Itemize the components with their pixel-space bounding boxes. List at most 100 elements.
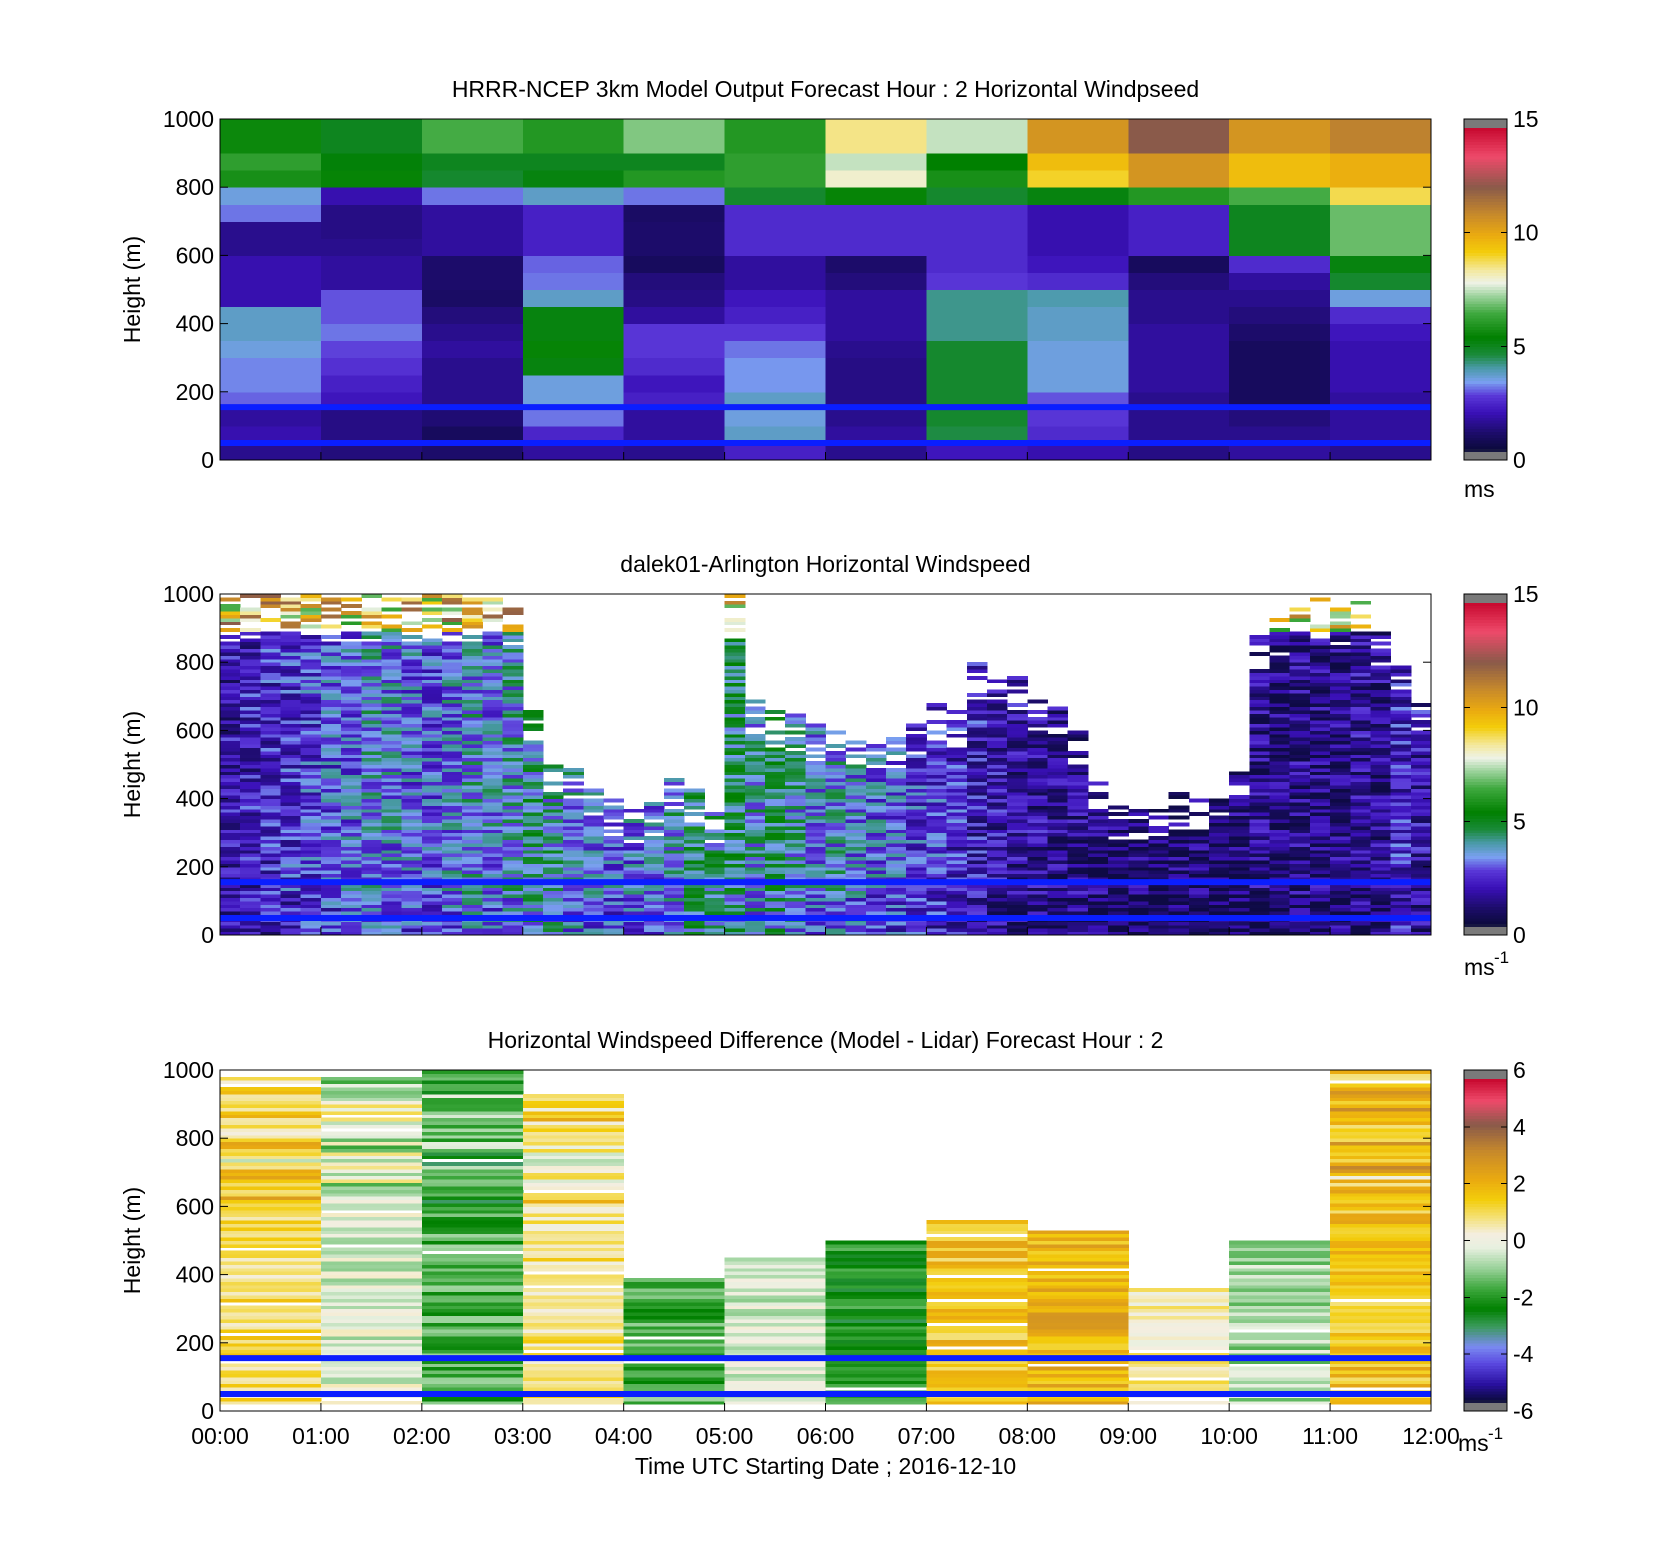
heatmap-cell (725, 221, 826, 239)
heatmap-cell (543, 874, 564, 878)
heatmap-cell (1249, 700, 1270, 704)
heatmap-cell (442, 765, 463, 769)
heatmap-cell (220, 1309, 321, 1313)
colorbar-unit-superscript: -1 (1494, 948, 1509, 967)
heatmap-cell (220, 710, 241, 714)
heatmap-cell (725, 1380, 826, 1384)
heatmap-cell (442, 666, 463, 670)
heatmap-cell (422, 1118, 523, 1122)
heatmap-cell (1007, 720, 1028, 724)
heatmap-cell (240, 679, 261, 683)
heatmap-cell (725, 720, 746, 724)
heatmap-cell (220, 1183, 321, 1187)
heatmap-cell (765, 799, 786, 803)
heatmap-cell (967, 901, 988, 905)
heatmap-cell (886, 857, 907, 861)
heatmap-cell (1249, 693, 1270, 697)
heatmap-cell (220, 614, 241, 618)
heatmap-cell (523, 1101, 624, 1105)
heatmap-cell (1229, 894, 1250, 898)
heatmap-cell (462, 608, 483, 612)
heatmap-cell (240, 628, 261, 632)
heatmap-cell (422, 1244, 523, 1248)
heatmap-cell (1229, 1319, 1330, 1323)
heatmap-cell (866, 754, 887, 758)
heatmap-cell (220, 255, 321, 273)
heatmap-cell (1229, 863, 1250, 867)
heatmap-cell (381, 812, 402, 816)
heatmap-cell (967, 822, 988, 826)
heatmap-cell (725, 601, 746, 605)
heatmap-cell (381, 891, 402, 895)
heatmap-cell (523, 1312, 624, 1316)
heatmap-cell (341, 672, 362, 676)
heatmap-cell (281, 744, 302, 748)
heatmap-cell (785, 812, 806, 816)
heatmap-cell (967, 761, 988, 765)
heatmap-cell (664, 911, 685, 915)
heatmap-cell (220, 829, 241, 833)
heatmap-cell (1290, 795, 1311, 799)
heatmap-cell (422, 1223, 523, 1227)
heatmap-cell (442, 761, 463, 765)
heatmap-cell (281, 632, 302, 636)
heatmap-cell (987, 768, 1008, 772)
heatmap-cell (523, 1179, 624, 1183)
heatmap-cell (1229, 1343, 1330, 1347)
heatmap-cell (1007, 758, 1028, 762)
heatmap-cell (341, 867, 362, 871)
heatmap-cell (381, 850, 402, 854)
heatmap-cell (1148, 870, 1169, 874)
heatmap-cell (1290, 761, 1311, 765)
heatmap-cell (361, 625, 382, 629)
heatmap-cell (462, 812, 483, 816)
heatmap-cell (402, 921, 423, 925)
heatmap-cell (926, 782, 947, 786)
y-tick-label: 0 (201, 447, 214, 473)
heatmap-cell (321, 894, 342, 898)
heatmap-cell (240, 618, 261, 622)
heatmap-cell (1148, 853, 1169, 857)
heatmap-cell (805, 782, 826, 786)
heatmap-cell (482, 710, 503, 714)
heatmap-cell (886, 822, 907, 826)
heatmap-cell (1229, 822, 1250, 826)
heatmap-cell (240, 734, 261, 738)
heatmap-cell (301, 887, 322, 891)
heatmap-cell (583, 836, 604, 840)
heatmap-cell (462, 795, 483, 799)
heatmap-cell (1270, 713, 1291, 717)
heatmap-cell (805, 908, 826, 912)
heatmap-cell (1330, 693, 1351, 697)
heatmap-cell (402, 754, 423, 758)
heatmap-cell (1169, 860, 1190, 864)
heatmap-cell (422, 724, 443, 728)
heatmap-cell (1249, 819, 1270, 823)
heatmap-cell (866, 928, 887, 932)
heatmap-cell (1048, 894, 1069, 898)
heatmap-cell (321, 1090, 422, 1094)
y-tick-label: 0 (201, 922, 214, 948)
heatmap-cell (402, 894, 423, 898)
heatmap-cell (805, 846, 826, 850)
heatmap-cell (684, 860, 705, 864)
heatmap-cell (321, 655, 342, 659)
heatmap-cell (321, 1101, 422, 1105)
heatmap-cell (1350, 747, 1371, 751)
heatmap-cell (220, 805, 241, 809)
heatmap-cell (1128, 928, 1149, 932)
heatmap-cell (1370, 795, 1391, 799)
heatmap-cell (1370, 720, 1391, 724)
heatmap-cell (1249, 802, 1270, 806)
heatmap-cell (866, 904, 887, 908)
heatmap-cell (947, 826, 968, 830)
heatmap-cell (321, 601, 342, 605)
heatmap-cell (1330, 908, 1351, 912)
heatmap-cell (1270, 707, 1291, 711)
heatmap-cell (422, 645, 443, 649)
heatmap-cell (947, 887, 968, 891)
heatmap-cell (886, 799, 907, 803)
heatmap-cell (1290, 771, 1311, 775)
heatmap-cell (1370, 686, 1391, 690)
heatmap-cell (1007, 775, 1028, 779)
